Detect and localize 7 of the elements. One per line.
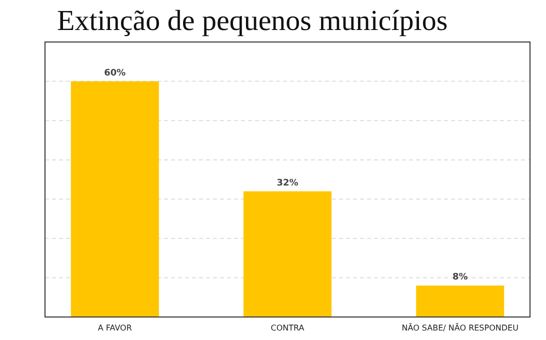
data-label: 32% [276,178,298,188]
data-label: 60% [104,68,126,78]
x-tick-label: A FAVOR [98,324,132,333]
x-tick-label: NÃO SABE/ NÃO RESPONDEU [402,322,519,333]
chart-title: Extinção de pequenos municípios [57,5,448,37]
data-label: 8% [452,272,468,283]
x-tick-label: CONTRA [270,324,305,333]
